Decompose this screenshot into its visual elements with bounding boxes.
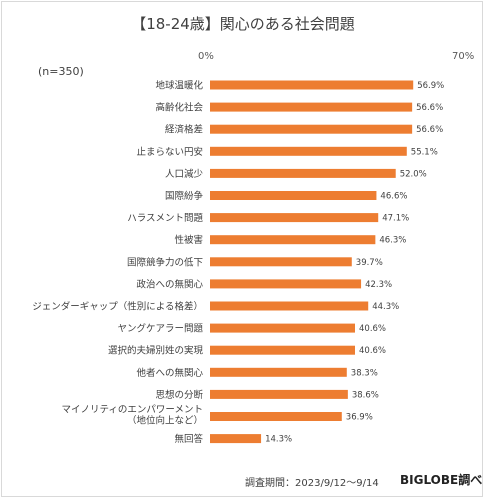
bar (210, 235, 376, 245)
value-label: 55.1% (411, 147, 438, 157)
value-label: 46.3% (379, 236, 406, 246)
bar (210, 389, 348, 399)
value-label: 38.6% (352, 390, 379, 400)
category-label: 思想の分断 (155, 389, 203, 401)
bar (210, 412, 342, 421)
value-label: 39.7% (356, 258, 383, 268)
value-label: 40.6% (359, 324, 386, 334)
value-label: 52.0% (400, 169, 427, 179)
value-label: 56.9% (417, 81, 444, 91)
bar (210, 168, 396, 178)
category-label: 他者への無関心 (136, 367, 203, 379)
axis-max-label: 70% (452, 51, 475, 62)
value-label: 14.3% (265, 435, 292, 445)
category-label: ジェンダーギャップ（性別による格差） (32, 301, 203, 313)
value-label: 36.9% (346, 413, 373, 423)
bar (210, 80, 414, 90)
value-label: 46.6% (380, 192, 407, 202)
bar (210, 345, 355, 355)
category-label: ハラスメント問題 (127, 213, 203, 224)
bar (210, 367, 347, 377)
category-label: 政治への無関心 (136, 278, 203, 290)
brand-credit: BIGLOBE調べ (400, 473, 483, 487)
sample-size-label: (n=350) (38, 65, 84, 78)
value-label: 44.3% (372, 302, 399, 312)
category-label: マイノリティのエンパワーメント (61, 405, 203, 416)
value-label: 42.3% (365, 280, 392, 290)
bar (210, 434, 262, 444)
chart-title: 【18-24歳】関心のある社会問題 (131, 15, 355, 33)
value-label: 40.6% (359, 346, 386, 356)
bar (210, 124, 413, 134)
bar (210, 301, 369, 311)
value-label: 47.1% (382, 214, 409, 224)
category-label: 地球温暖化 (155, 80, 203, 92)
bar (210, 279, 362, 289)
bar (210, 146, 407, 156)
category-label: （地位向上など） (127, 415, 203, 427)
value-label: 38.3% (351, 368, 378, 378)
bar (210, 257, 352, 267)
category-label: 高齢化社会 (155, 102, 203, 114)
category-label: 無回答 (174, 433, 203, 445)
category-label: 性被害 (174, 234, 203, 246)
bar (210, 102, 413, 112)
category-label: ヤングケアラー問題 (117, 323, 203, 335)
category-label: 止まらない円安 (136, 146, 203, 158)
category-label: 国際紛争 (165, 190, 204, 202)
category-label: 人口減少 (165, 168, 204, 180)
bar (210, 213, 379, 223)
value-label: 56.6% (416, 103, 443, 113)
survey-period: 調査期間：2023/9/12～9/14 (245, 478, 379, 489)
value-label: 56.6% (416, 125, 443, 135)
bar (210, 323, 355, 333)
axis-min-label: 0% (198, 51, 214, 62)
category-label: 国際競争力の低下 (127, 256, 203, 268)
category-label: 経済格差 (165, 124, 203, 136)
category-label: 選択的夫婦別姓の実現 (108, 345, 204, 357)
bar (210, 191, 377, 200)
